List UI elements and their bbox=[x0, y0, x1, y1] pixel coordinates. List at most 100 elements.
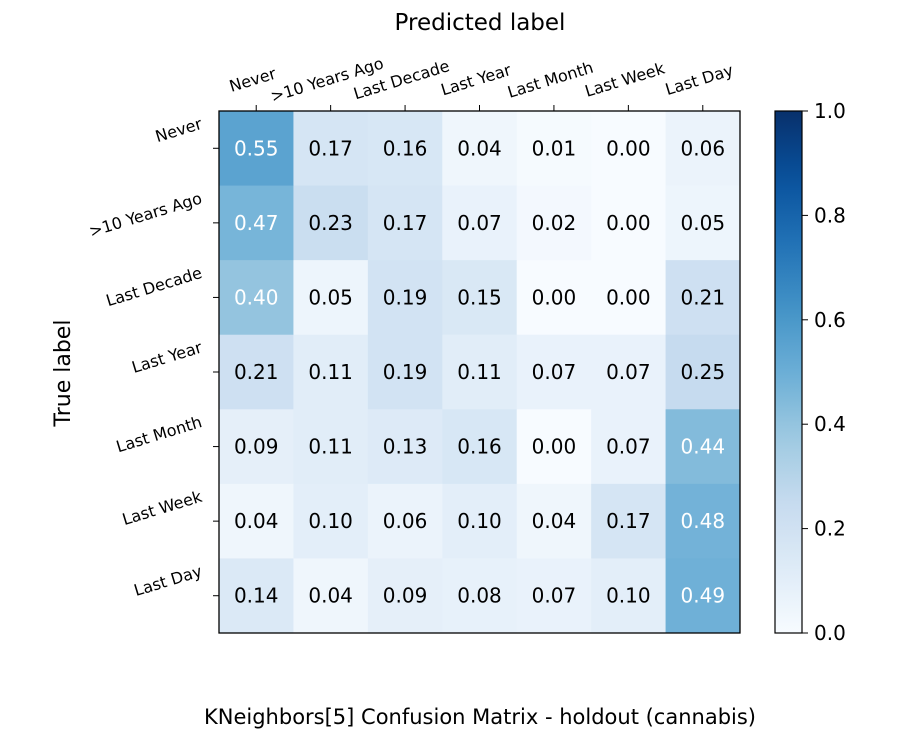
heatmap-cell bbox=[442, 111, 518, 187]
colorbar-tick-label: 0.6 bbox=[814, 308, 846, 332]
cell-value-label: 0.17 bbox=[383, 211, 428, 235]
cell-value-label: 0.48 bbox=[681, 509, 726, 533]
cell-value-label: 0.16 bbox=[383, 136, 428, 160]
heatmap-cell bbox=[367, 260, 443, 336]
cell-value-label: 0.40 bbox=[234, 285, 279, 309]
heatmap-cell bbox=[516, 409, 592, 485]
cell-value-label: 0.07 bbox=[532, 360, 577, 384]
heatmap-cell bbox=[665, 111, 741, 187]
chart-caption: KNeighbors[5] Confusion Matrix - holdout… bbox=[204, 705, 756, 729]
heatmap-cell bbox=[665, 185, 741, 261]
heatmap-cell bbox=[293, 483, 369, 559]
cell-value-label: 0.49 bbox=[681, 584, 726, 608]
y-tick-label: >10 Years Ago bbox=[87, 189, 204, 241]
heatmap-cell bbox=[219, 483, 294, 559]
cell-value-label: 0.13 bbox=[383, 435, 428, 459]
cell-value-label: 0.21 bbox=[681, 285, 726, 309]
y-tick-label: Last Week bbox=[120, 487, 205, 529]
cell-value-label: 0.06 bbox=[681, 136, 726, 160]
heatmap-cell bbox=[293, 111, 369, 187]
colorbar-tick-label: 0.2 bbox=[814, 517, 846, 541]
cell-value-label: 0.55 bbox=[234, 136, 279, 160]
cell-value-label: 0.17 bbox=[308, 136, 353, 160]
heatmap-cell bbox=[516, 185, 592, 261]
heatmap-cell bbox=[442, 185, 518, 261]
colorbar-tick-label: 0.0 bbox=[814, 621, 846, 645]
colorbar-gradient bbox=[774, 110, 803, 634]
heatmap-cell bbox=[516, 334, 592, 410]
x-tick-label: Last Day bbox=[663, 60, 736, 99]
heatmap-cell bbox=[293, 185, 369, 261]
y-tick-label: Never bbox=[153, 114, 205, 146]
cell-value-label: 0.07 bbox=[606, 360, 651, 384]
cell-value-label: 0.11 bbox=[457, 360, 502, 384]
cell-value-label: 0.47 bbox=[234, 211, 279, 235]
heatmap-cell bbox=[665, 483, 741, 559]
cell-value-label: 0.10 bbox=[308, 509, 353, 533]
cell-value-label: 0.07 bbox=[457, 211, 502, 235]
cell-value-label: 0.17 bbox=[606, 509, 651, 533]
cell-value-label: 0.00 bbox=[606, 136, 651, 160]
x-tick-label: Last Week bbox=[583, 58, 668, 100]
heatmap-cell bbox=[442, 334, 518, 410]
heatmap-cell bbox=[219, 111, 294, 187]
cell-value-label: 0.05 bbox=[681, 211, 726, 235]
heatmap-cell bbox=[219, 185, 294, 261]
heatmap-cell bbox=[591, 260, 667, 336]
heatmap-cell bbox=[442, 558, 518, 634]
cell-value-label: 0.11 bbox=[308, 435, 353, 459]
heatmap-cell bbox=[665, 334, 741, 410]
heatmap-cell bbox=[591, 483, 667, 559]
y-tick-label: Last Decade bbox=[104, 263, 204, 310]
y-tick-label: Last Day bbox=[132, 561, 205, 600]
heatmap-cell bbox=[591, 409, 667, 485]
heatmap-cell bbox=[219, 409, 294, 485]
cell-value-label: 0.04 bbox=[457, 136, 502, 160]
heatmap-cell bbox=[665, 558, 741, 634]
cell-value-label: 0.14 bbox=[234, 584, 279, 608]
cell-value-label: 0.05 bbox=[308, 285, 353, 309]
cell-value-label: 0.00 bbox=[532, 435, 577, 459]
cell-value-label: 0.10 bbox=[606, 584, 651, 608]
y-tick-label: Last Month bbox=[114, 412, 204, 456]
cell-value-label: 0.06 bbox=[383, 509, 428, 533]
cell-value-label: 0.15 bbox=[457, 285, 502, 309]
heatmap-cell bbox=[516, 483, 592, 559]
cell-value-label: 0.02 bbox=[532, 211, 577, 235]
cell-value-label: 0.21 bbox=[234, 360, 279, 384]
heatmap-grid: 0.55 0.17 0.16 0.04 0.01 0.00 0.06 0.47 0.23 0.17… bbox=[218, 110, 741, 634]
heatmap-cell bbox=[367, 409, 443, 485]
heatmap-cell bbox=[442, 409, 518, 485]
cell-value-label: 0.00 bbox=[606, 211, 651, 235]
heatmap-cell bbox=[665, 409, 741, 485]
cell-value-label: 0.16 bbox=[457, 435, 502, 459]
x-tick-label: Last Year bbox=[439, 60, 514, 99]
heatmap-cell bbox=[367, 558, 443, 634]
cell-value-label: 0.11 bbox=[308, 360, 353, 384]
heatmap-cell bbox=[293, 334, 369, 410]
cell-value-label: 0.00 bbox=[606, 285, 651, 309]
heatmap-cell bbox=[591, 111, 667, 187]
heatmap-cell bbox=[219, 260, 294, 336]
heatmap-cell bbox=[367, 185, 443, 261]
heatmap-cell bbox=[442, 483, 518, 559]
chart-title: Predicted label bbox=[395, 10, 566, 36]
heatmap-cell bbox=[591, 558, 667, 634]
cell-value-label: 0.04 bbox=[234, 509, 279, 533]
colorbar-tick-label: 0.8 bbox=[814, 203, 846, 227]
cell-value-label: 0.19 bbox=[383, 360, 428, 384]
cell-value-label: 0.09 bbox=[383, 584, 428, 608]
heatmap-cell bbox=[219, 334, 294, 410]
heatmap-cell bbox=[516, 111, 592, 187]
cell-value-label: 0.01 bbox=[532, 136, 577, 160]
y-axis-label: True label bbox=[51, 320, 76, 428]
heatmap-cell bbox=[219, 558, 294, 634]
cell-value-label: 0.04 bbox=[308, 584, 353, 608]
colorbar: 0.0 0.2 0.4 0.6 0.8 1.0 bbox=[774, 99, 846, 645]
cell-value-label: 0.07 bbox=[606, 435, 651, 459]
heatmap-cell bbox=[665, 260, 741, 336]
heatmap-cell bbox=[367, 111, 443, 187]
cell-value-label: 0.09 bbox=[234, 435, 279, 459]
